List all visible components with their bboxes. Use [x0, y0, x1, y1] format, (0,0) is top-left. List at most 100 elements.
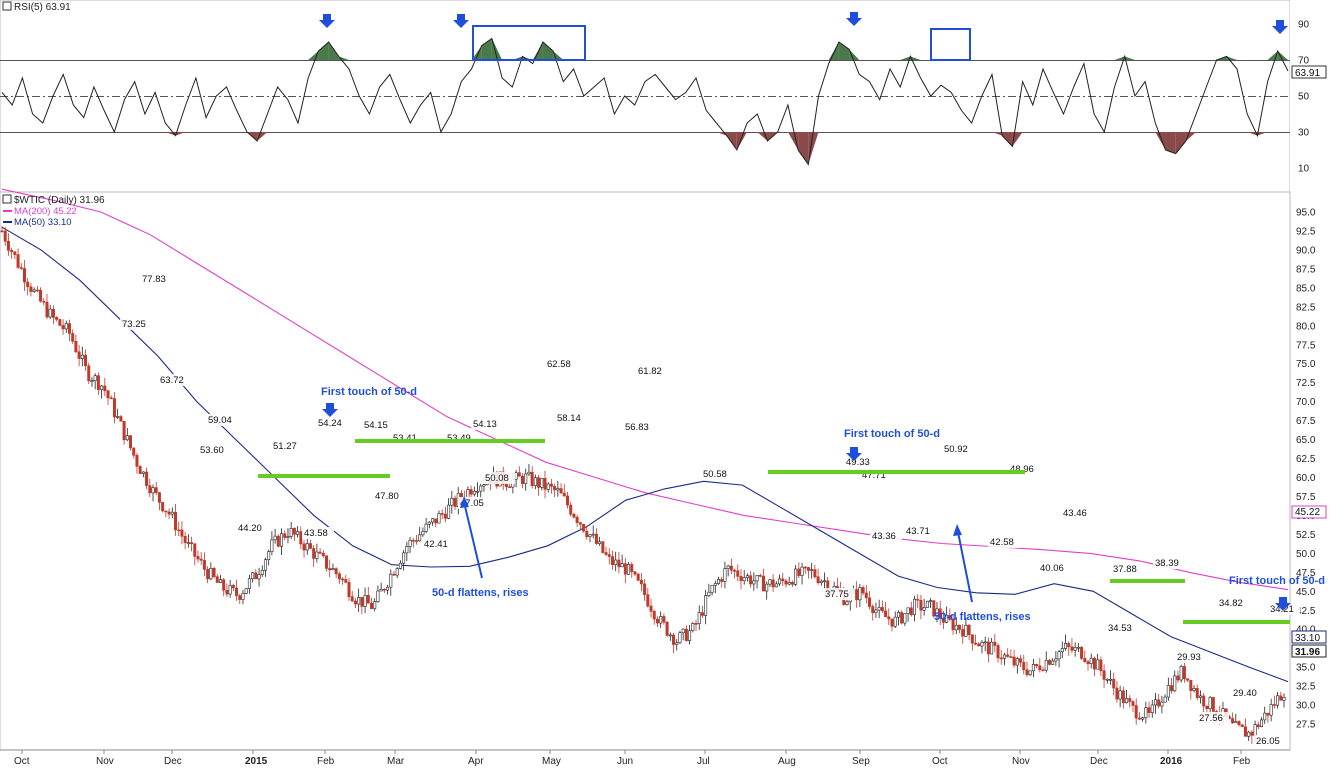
candle-body	[623, 563, 627, 575]
price-label: 43.46	[1063, 508, 1087, 519]
candle-body	[292, 528, 296, 535]
candle-body	[948, 614, 952, 620]
svg-text:50-d flattens, rises: 50-d flattens, rises	[432, 587, 529, 599]
candle-body	[514, 472, 518, 480]
candle-body	[135, 454, 139, 467]
candle-body	[1170, 685, 1174, 692]
candle-body	[283, 533, 287, 538]
candle-body	[1208, 697, 1212, 709]
candle-body	[302, 543, 306, 551]
candle-body	[1002, 654, 1006, 659]
candle-body	[810, 569, 814, 571]
candle-body	[758, 575, 762, 577]
candle-body	[254, 572, 258, 580]
candle-body	[521, 475, 525, 484]
candle-body	[1041, 669, 1045, 672]
candle-body	[350, 596, 354, 602]
candle-body	[880, 607, 884, 612]
candle-body	[257, 574, 261, 580]
candle-body	[1009, 656, 1013, 658]
candle-body	[1256, 724, 1260, 728]
candle-body	[572, 513, 576, 518]
candle-body	[594, 533, 598, 544]
price-label: 53.49	[447, 433, 471, 444]
candle-body	[604, 552, 608, 555]
candle-body	[1073, 647, 1077, 651]
candle-body	[893, 616, 897, 627]
price-label: 48.96	[1010, 464, 1034, 475]
rsi-tick-label: 90	[1298, 20, 1310, 31]
candle-body	[704, 595, 708, 616]
candle-body	[778, 578, 782, 585]
candle-body	[116, 416, 120, 418]
candle-body	[263, 559, 267, 571]
candle-body	[636, 573, 640, 581]
candle-body	[382, 588, 386, 591]
candle-body	[431, 518, 435, 523]
candle-body	[1131, 701, 1135, 706]
x-tick-label: May	[542, 756, 561, 767]
x-tick-label: Apr	[468, 756, 484, 767]
candle-body	[919, 599, 923, 611]
candle-body	[386, 586, 390, 591]
candle-body	[212, 568, 216, 577]
candle-body	[16, 254, 20, 268]
candle-body	[151, 487, 155, 494]
price-tick-label: 60.0	[1296, 473, 1316, 484]
candle-body	[684, 628, 688, 641]
candle-body	[662, 616, 666, 623]
price-label: 34.82	[1219, 598, 1243, 609]
x-tick-label: Aug	[778, 756, 796, 767]
candle-body	[858, 587, 862, 601]
candle-body	[1198, 695, 1202, 698]
candle-body	[1118, 690, 1122, 700]
price-label: 50.58	[703, 469, 727, 480]
candle-body	[29, 286, 33, 292]
price-label: 77.83	[142, 274, 166, 285]
candle-body	[206, 569, 210, 580]
candle-body	[1195, 688, 1199, 698]
rsi-overbought-fill	[318, 42, 329, 60]
candle-body	[357, 597, 361, 605]
price-label: 59.04	[208, 415, 232, 426]
candle-body	[575, 516, 579, 523]
candle-body	[630, 564, 634, 573]
candle-body	[244, 588, 248, 594]
candle-body	[476, 490, 480, 493]
rsi-overbought-fill	[328, 42, 339, 60]
price-label: 43.36	[872, 531, 896, 542]
svg-text:First touch of 50-d: First touch of 50-d	[321, 386, 417, 398]
candle-body	[164, 510, 168, 513]
price-tick-label: 77.5	[1296, 340, 1316, 351]
candle-body	[19, 267, 23, 269]
candle-body	[903, 613, 907, 624]
x-tick-label: Dec	[164, 756, 182, 767]
candle-body	[328, 568, 332, 571]
candle-body	[305, 543, 309, 551]
candle-body	[768, 579, 772, 585]
candle-body	[1163, 696, 1167, 703]
candle-body	[251, 572, 255, 580]
rsi-tick-label: 30	[1298, 128, 1310, 139]
candle-body	[132, 447, 136, 456]
candle-body	[1108, 678, 1112, 681]
candle-body	[1083, 658, 1087, 662]
candle-body	[235, 587, 239, 596]
candle-body	[1176, 675, 1180, 681]
candle-body	[1211, 697, 1215, 712]
candle-body	[627, 564, 631, 575]
rsi-tick-label: 50	[1298, 92, 1310, 103]
price-label: 54.15	[364, 420, 388, 431]
rsi-overbought-fill	[471, 45, 482, 60]
price-label: 47.71	[862, 470, 886, 481]
candle-body	[729, 565, 733, 571]
candle-body	[344, 579, 348, 583]
candle-body	[389, 573, 393, 588]
price-label: 40.06	[1040, 563, 1064, 574]
candle-body	[553, 486, 557, 491]
svg-text:MA(200) 45.22: MA(200) 45.22	[14, 206, 77, 217]
candle-body	[472, 490, 476, 495]
candle-body	[103, 385, 107, 392]
candle-body	[537, 477, 541, 488]
rsi-oversold-fill	[1165, 132, 1176, 154]
